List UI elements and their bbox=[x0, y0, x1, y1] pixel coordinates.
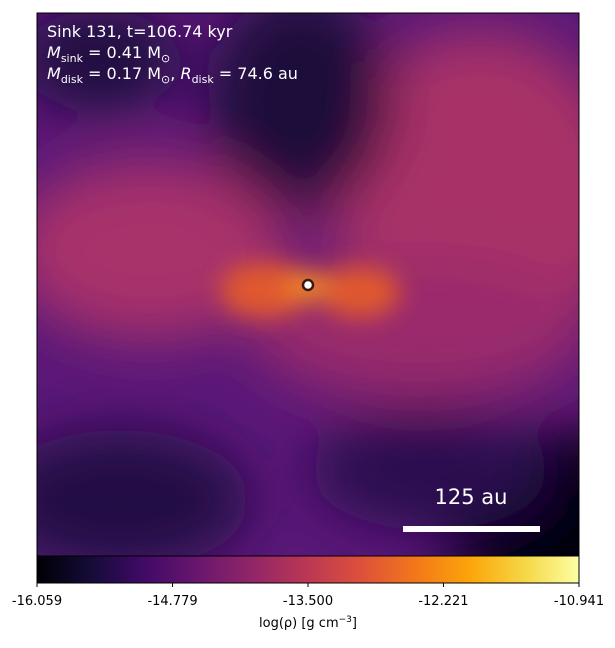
colorbar-ticks: -16.059 -14.779 -13.500 -12.221 -10.941 bbox=[12, 583, 604, 609]
colorbar-label-end: ] bbox=[352, 616, 357, 631]
annotation-part: M bbox=[47, 43, 61, 62]
annotation-part: ⊙ bbox=[161, 73, 170, 86]
colorbar-tick-label: -16.059 bbox=[12, 594, 62, 609]
annotation-part: = 74.6 au bbox=[214, 64, 298, 83]
annotation-line: Sink 131, t=106.74 kyr bbox=[47, 22, 233, 41]
colorbar-label: log(ρ) [g cm−3] bbox=[259, 615, 357, 631]
annotation-part: disk bbox=[61, 73, 84, 86]
colorbar-label-text: log(ρ) [g cm bbox=[259, 616, 339, 631]
scale-bar-label: 125 au bbox=[435, 485, 508, 509]
annotation-part: R bbox=[180, 64, 191, 83]
annotation-part: = 0.17 M bbox=[83, 64, 161, 83]
annotation-part: = 0.41 M bbox=[83, 43, 161, 62]
annotation-part: , bbox=[170, 64, 180, 83]
annotation-part: M bbox=[47, 64, 61, 83]
annotation-line: Mdisk = 0.17 M⊙, Rdisk = 74.6 au bbox=[47, 64, 298, 86]
sink-marker bbox=[301, 278, 315, 292]
annotation-part: sink bbox=[61, 52, 84, 65]
colorbar-label-sup: −3 bbox=[339, 615, 352, 625]
colorbar-tick-label: -10.941 bbox=[554, 594, 604, 609]
annotation-part: disk bbox=[192, 73, 215, 86]
density-field bbox=[37, 13, 579, 556]
colorbar bbox=[36, 555, 580, 584]
colorbar-tick-label: -13.500 bbox=[283, 594, 333, 609]
annotation-part: ⊙ bbox=[161, 52, 170, 65]
colorbar-tick-label: -12.221 bbox=[418, 594, 468, 609]
colorbar-tick-label: -14.779 bbox=[147, 594, 197, 609]
annotation-line: Msink = 0.41 M⊙ bbox=[47, 43, 170, 65]
annotation-part: Sink 131, t=106.74 kyr bbox=[47, 22, 233, 41]
